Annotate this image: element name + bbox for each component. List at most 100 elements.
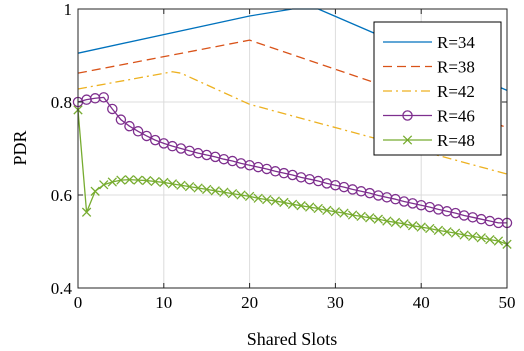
axes — [77, 8, 508, 289]
legend-box — [373, 21, 502, 156]
data-point-x — [193, 183, 203, 193]
data-point-x-stroke — [99, 180, 109, 190]
data-point-x — [133, 175, 143, 185]
data-point-x-stroke — [279, 197, 289, 208]
legend-item-r-38: R=38 — [383, 58, 475, 77]
data-point-x-stroke — [141, 175, 152, 186]
series-line — [77, 71, 508, 175]
data-point-x-stroke — [407, 221, 418, 231]
data-point-x-stroke — [262, 194, 272, 205]
legend-label: R=42 — [437, 82, 475, 101]
data-point-x-stroke — [124, 174, 135, 185]
data-point-x — [365, 213, 375, 223]
legend-item-r-46: R=46 — [383, 107, 475, 126]
data-point-x-stroke — [159, 177, 169, 188]
data-point-x — [107, 177, 117, 187]
data-point-x — [244, 191, 255, 202]
data-point-x — [442, 227, 452, 237]
y-tick-label: 0.6 — [51, 186, 72, 205]
data-point-x-stroke — [425, 223, 435, 234]
data-point-x-stroke — [330, 207, 341, 217]
data-point-x — [184, 181, 195, 192]
y-tick-label: 1 — [64, 0, 73, 19]
data-point-x-stroke — [202, 184, 212, 195]
data-point-x — [159, 177, 169, 188]
data-point-x-stroke — [382, 216, 392, 226]
legend-item-r-42: R=42 — [383, 82, 475, 101]
data-point-circle — [124, 120, 135, 132]
data-point-x-stroke — [287, 199, 298, 209]
plot-frame — [77, 8, 508, 289]
data-point-x — [253, 193, 263, 203]
series-r-46 — [72, 92, 513, 229]
data-point-x-stroke — [90, 186, 100, 196]
data-point-x-stroke — [253, 193, 263, 203]
data-point-x-stroke — [219, 187, 229, 197]
data-point-x — [459, 230, 469, 240]
legend-label: R=48 — [437, 131, 475, 150]
legend-label: R=46 — [437, 107, 475, 126]
data-point-x — [476, 233, 486, 243]
data-point-x — [450, 228, 461, 238]
y-tick-label: 0.8 — [51, 93, 72, 112]
data-point-x-stroke — [485, 234, 495, 245]
data-point-x-stroke — [347, 210, 358, 220]
data-point-x — [141, 175, 152, 186]
data-point-x-stroke — [416, 222, 426, 232]
data-point-x-stroke — [450, 228, 461, 238]
data-point-x — [167, 179, 178, 189]
data-point-x — [330, 207, 341, 217]
data-point-x-stroke — [116, 175, 126, 185]
legend-item-r-48: R=48 — [383, 131, 475, 150]
data-point-x-stroke — [459, 230, 469, 240]
data-point-x — [124, 174, 135, 185]
data-point-x-stroke — [442, 227, 452, 237]
data-point-circle — [107, 103, 118, 115]
x-tick-label: 30 — [327, 293, 344, 312]
data-point-x — [305, 202, 315, 212]
data-point-x — [322, 205, 332, 216]
x-tick-label: 10 — [155, 293, 172, 312]
data-point-x — [176, 180, 186, 190]
series-layer — [72, 8, 513, 249]
data-point-x — [425, 223, 435, 234]
series-r-42 — [77, 71, 508, 175]
series-line — [77, 96, 507, 224]
data-point-x — [202, 184, 212, 195]
legend-label: R=34 — [437, 33, 475, 52]
data-point-x-stroke — [244, 191, 255, 202]
data-point-x — [279, 197, 289, 208]
data-point-x-stroke — [476, 233, 486, 243]
data-point-x — [296, 201, 306, 211]
data-point-x-stroke — [227, 188, 238, 199]
y-axis-label: PDR — [10, 130, 30, 165]
data-point-x — [270, 196, 280, 206]
data-point-x-stroke — [107, 177, 117, 187]
data-point-x-stroke — [399, 219, 409, 229]
data-point-x-stroke — [184, 181, 195, 192]
data-point-x — [116, 175, 126, 185]
data-point-x — [468, 231, 478, 242]
data-point-x-stroke — [390, 217, 401, 228]
data-point-x-stroke — [356, 211, 366, 222]
data-point-x-stroke — [133, 175, 143, 185]
data-point-x-stroke — [402, 135, 413, 145]
data-point-circle — [132, 126, 144, 137]
data-point-x — [313, 203, 323, 214]
data-point-x-stroke — [365, 213, 375, 223]
data-point-x-stroke — [150, 176, 160, 187]
data-point-x — [493, 236, 504, 246]
data-point-x-stroke — [493, 236, 504, 246]
data-point-x — [219, 187, 229, 197]
data-point-circle — [141, 130, 152, 142]
data-point-x-stroke — [373, 214, 383, 224]
data-point-x-stroke — [81, 207, 92, 217]
x-tick-label: 20 — [241, 293, 258, 312]
tick-labels: 0 10 20 30 40 50 0.4 0.6 0.8 1 — [51, 0, 516, 312]
data-point-x-stroke — [322, 205, 332, 216]
data-point-x — [210, 186, 220, 196]
data-point-x-stroke — [270, 196, 280, 206]
x-tick-label: 0 — [74, 293, 83, 312]
data-point-x-stroke — [468, 231, 478, 242]
